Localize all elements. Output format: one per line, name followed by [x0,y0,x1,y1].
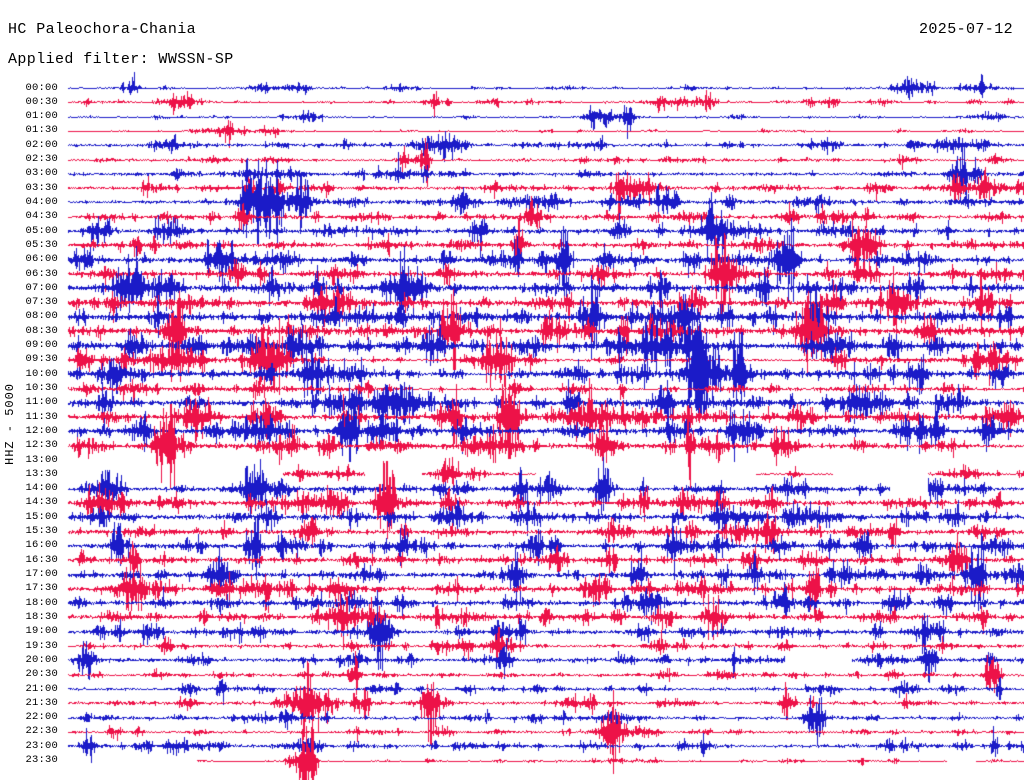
time-label-12:30: 12:30 [25,439,58,452]
time-label-04:00: 04:00 [25,195,58,208]
time-label-05:00: 05:00 [25,224,58,237]
time-label-10:00: 10:00 [25,367,58,380]
time-label-17:00: 17:00 [25,568,58,581]
time-label-08:30: 08:30 [25,324,58,337]
time-label-18:00: 18:00 [25,596,58,609]
time-label-06:00: 06:00 [25,253,58,266]
time-label-00:00: 00:00 [25,81,58,94]
time-label-10:30: 10:30 [25,382,58,394]
time-label-02:30: 02:30 [25,153,58,166]
time-label-22:30: 22:30 [25,725,58,738]
time-label-23:30: 23:30 [25,754,58,767]
time-label-07:30: 07:30 [25,296,58,309]
time-label-11:00: 11:00 [25,396,58,409]
time-label-14:30: 14:30 [25,496,58,509]
time-label-15:30: 15:30 [25,525,58,538]
time-label-16:00: 16:00 [25,539,58,552]
time-label-04:30: 04:30 [25,210,58,223]
time-label-06:30: 06:30 [25,267,58,280]
time-label-01:00: 01:00 [25,110,58,123]
time-label-19:00: 19:00 [25,625,58,638]
time-label-00:30: 00:30 [25,95,58,108]
time-label-23:00: 23:00 [25,739,58,752]
time-label-14:00: 14:00 [25,482,58,495]
time-label-08:00: 08:00 [25,310,58,323]
time-label-15:00: 15:00 [25,510,58,523]
time-label-17:30: 17:30 [25,582,58,595]
time-label-09:30: 09:30 [25,353,58,366]
time-label-01:30: 01:30 [25,124,58,137]
time-label-21:00: 21:00 [25,682,58,695]
time-label-03:00: 03:00 [25,167,58,180]
time-label-05:30: 05:30 [25,238,58,251]
time-label-18:30: 18:30 [25,610,58,623]
time-label-13:30: 13:30 [25,467,58,480]
time-label-16:30: 16:30 [25,553,58,566]
time-label-11:30: 11:30 [25,410,58,423]
time-label-21:30: 21:30 [25,696,58,709]
time-label-20:30: 20:30 [25,668,58,681]
time-label-12:00: 12:00 [25,424,58,437]
time-label-09:00: 09:00 [25,339,58,352]
time-label-19:30: 19:30 [25,639,58,652]
time-label-22:00: 22:00 [25,711,58,724]
time-label-07:00: 07:00 [25,281,58,294]
time-label-02:00: 02:00 [25,138,58,151]
time-label-13:00: 13:00 [25,453,58,466]
time-label-20:00: 20:00 [25,653,58,666]
time-label-03:30: 03:30 [25,181,58,194]
